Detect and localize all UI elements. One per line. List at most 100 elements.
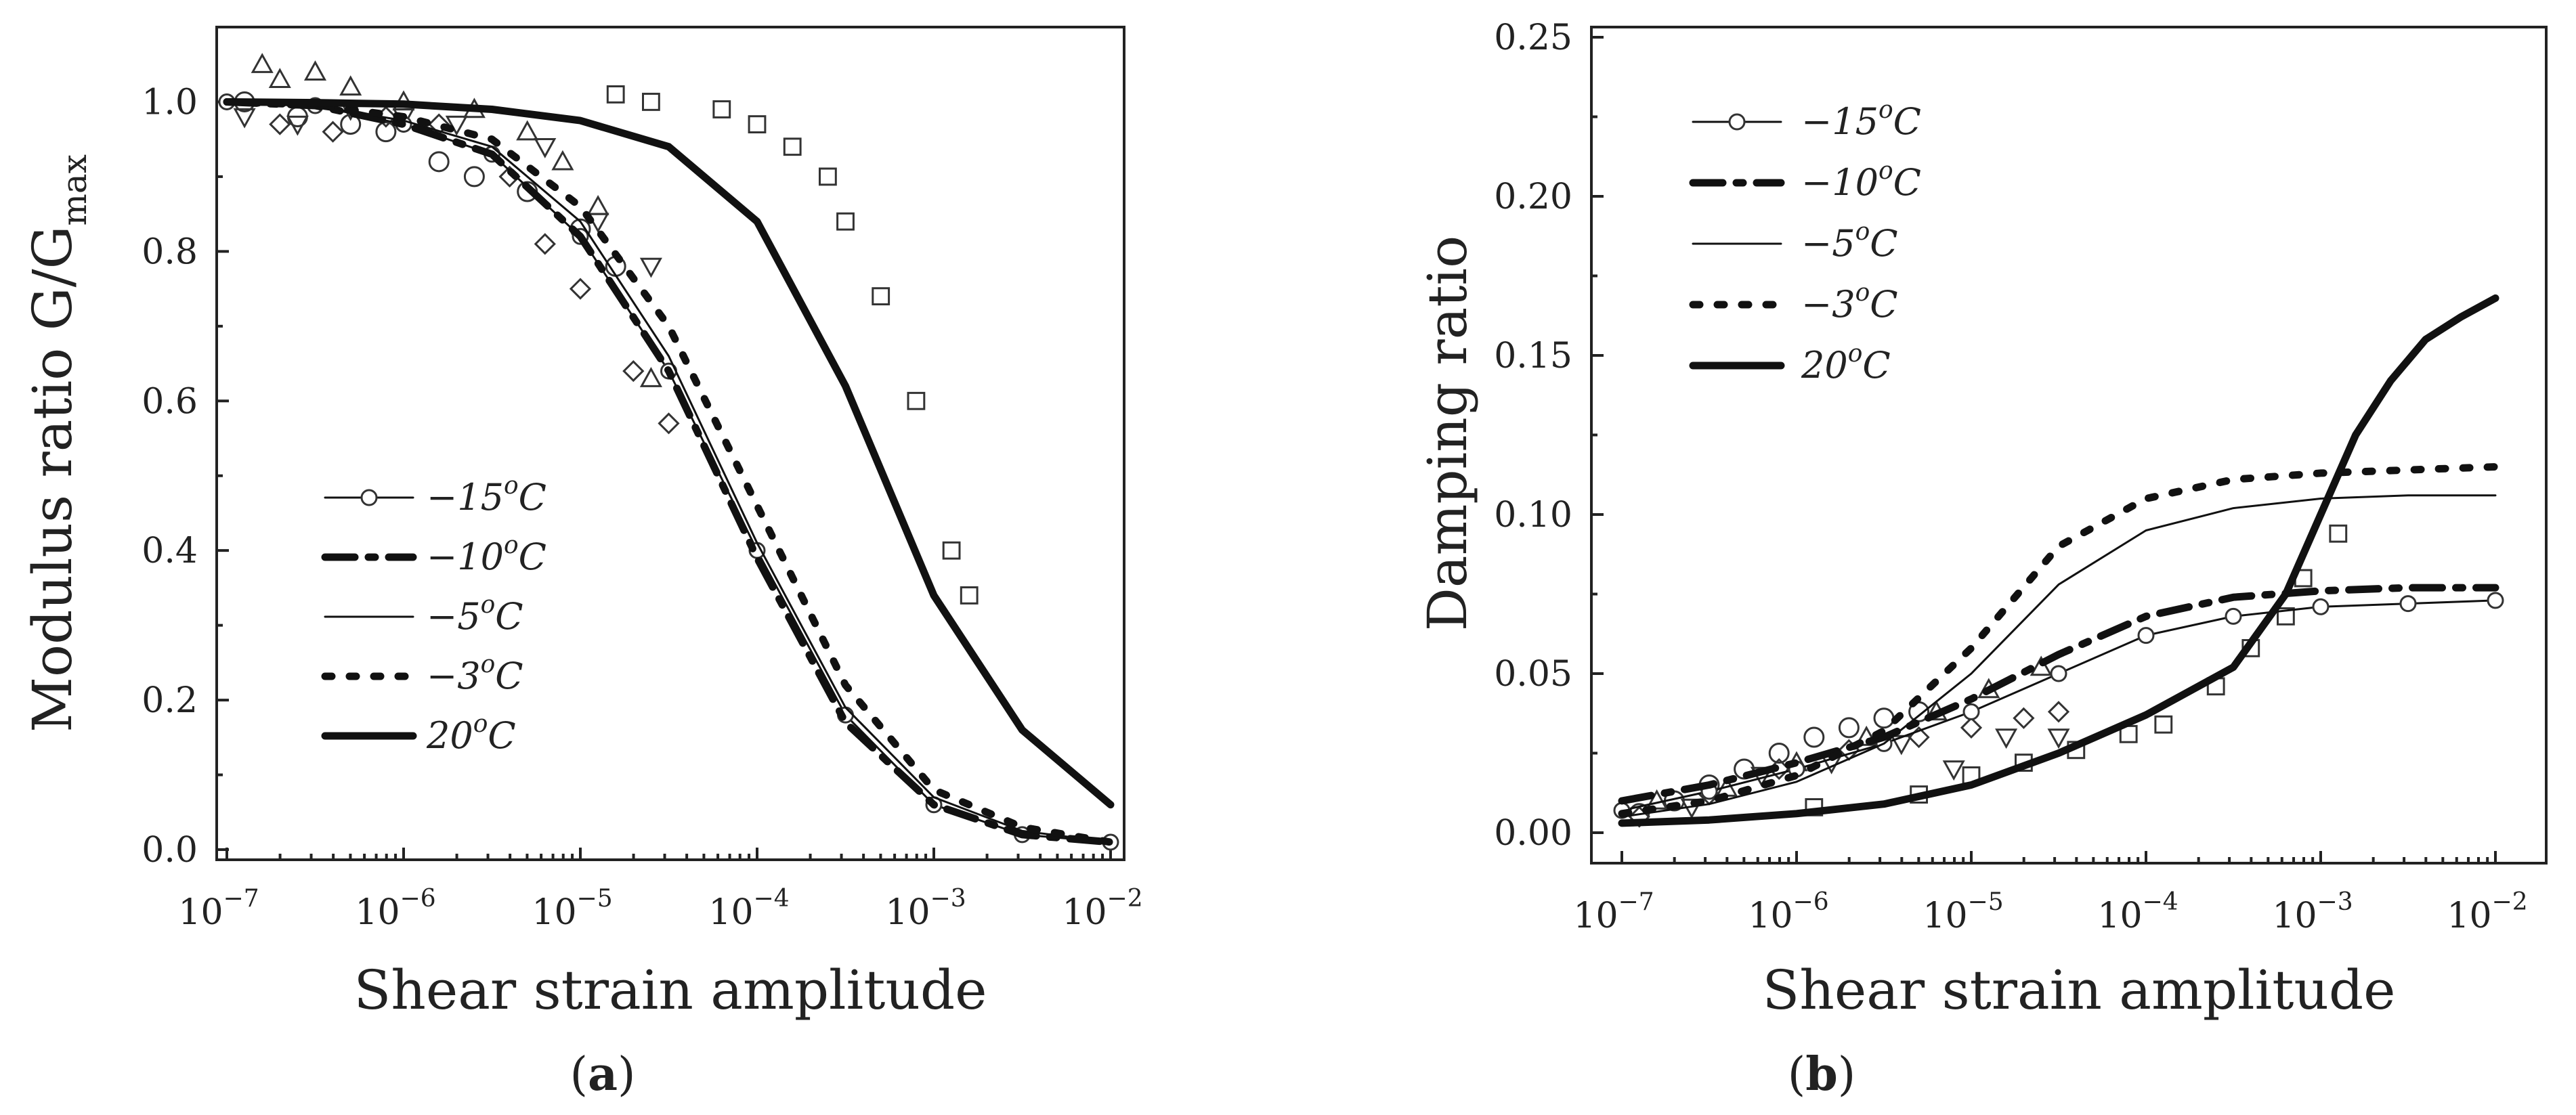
legend-label-unit: C — [495, 595, 523, 638]
panel-b-legend-label-3: −3oC — [1801, 279, 1898, 326]
legend-label-degree: o — [481, 651, 496, 678]
legend-label-value: −10 — [1801, 161, 1879, 204]
panel-a-scatter-circle-point — [463, 166, 485, 188]
tick-base: 10 — [708, 892, 753, 933]
panel-a-scatter-square-point — [642, 93, 660, 111]
panel-a-y-tick-label: 1.0 — [142, 82, 198, 123]
legend-label-degree: o — [1855, 279, 1870, 307]
tick-exponent: −3 — [930, 885, 966, 913]
panel-b-scatter-triangle-point — [2030, 655, 2053, 676]
legend-label-degree: o — [1879, 157, 1893, 185]
panel-a-x-tick-label: 10−4 — [708, 885, 789, 933]
tick-exponent: −7 — [223, 885, 259, 913]
panel-a-legend-label-4: 20oC — [426, 710, 516, 757]
panel-a-scatter-diamond-point — [322, 121, 344, 143]
panel-b-x-tick-label: 10−5 — [1923, 888, 2003, 936]
tick-exponent: −2 — [2492, 888, 2528, 916]
panel-a-scatter-inverted-triangle-point — [233, 108, 256, 129]
panel-a-scatter-diamond-point — [569, 278, 592, 300]
panel-b-y-tick-label: 0.05 — [1494, 654, 1572, 695]
tick-base: 10 — [1573, 896, 1618, 936]
panel-a-y-tick-label: 0.8 — [142, 232, 198, 272]
panel-b-scatter-triangle-point — [1646, 789, 1669, 810]
panel-b-scatter-inverted-triangle-point — [2047, 728, 2070, 749]
panel-a-scatter-square-point — [872, 287, 890, 306]
legend-label-unit: C — [495, 655, 523, 697]
panel-a-scatter-circle-point — [375, 121, 397, 143]
tick-base: 10 — [1923, 896, 1967, 936]
panel-b-scatter-circle-point — [1803, 726, 1825, 748]
panel-a-legend-marker-0 — [360, 489, 378, 506]
tick-base: 10 — [2272, 896, 2317, 936]
tick-exponent: −7 — [1618, 888, 1654, 916]
legend-label-value: 20 — [1801, 344, 1848, 387]
panel-b-scatter-diamond-point — [1960, 716, 1983, 739]
legend-label-degree: o — [473, 710, 488, 738]
panel-b-scatter-diamond-point — [2013, 707, 2035, 729]
panel-b-legend-label-0: −15oC — [1801, 96, 1921, 143]
tick-base: 10 — [1748, 896, 1793, 936]
tick-exponent: −6 — [400, 885, 436, 913]
panel-b-y-axis-title: Damping ratio — [1416, 236, 1479, 632]
panel-b-scatter-circle-point — [1873, 707, 1895, 729]
tick-base: 10 — [532, 892, 576, 933]
panel-a-scatter-diamond-point — [622, 359, 645, 382]
panel-a-x-tick-label: 10−2 — [1062, 885, 1142, 933]
panel-b-series-line-4 — [1618, 294, 2499, 827]
panel-b-label-letter: b — [1805, 1047, 1838, 1101]
panel-a-plot-frame — [215, 26, 1125, 861]
panel-a-scatter-triangle-point — [251, 53, 274, 73]
panel-a-scatter-triangle-point — [303, 60, 327, 81]
legend-label-value: 20 — [426, 714, 473, 757]
legend-label-value: −3 — [427, 655, 481, 697]
panel-b-x-tick-label: 10−2 — [2447, 888, 2527, 936]
panel-b-scatter-square-point — [2329, 524, 2348, 543]
tick-exponent: −6 — [1793, 888, 1829, 916]
panel-a-scatter-triangle-point — [551, 150, 574, 171]
panel-b-y-tick-label: 0.00 — [1494, 813, 1572, 854]
panel-a-y-axis-title-main: Modulus ratio G/G — [21, 225, 84, 732]
legend-label-degree: o — [1855, 218, 1870, 246]
panel-a-x-tick-label: 10−3 — [885, 885, 966, 933]
tick-exponent: −3 — [2317, 888, 2353, 916]
panel-a-scatter-inverted-triangle-point — [639, 257, 662, 278]
legend-label-unit: C — [519, 535, 546, 578]
legend-label-value: −3 — [1801, 283, 1855, 326]
legend-label-unit: C — [1893, 161, 1921, 204]
panel-a-scatter-triangle-point — [268, 68, 291, 89]
panel-a-scatter-triangle-point — [639, 367, 662, 387]
legend-label-degree: o — [504, 472, 519, 500]
panel-a-series-line-1 — [223, 98, 1115, 846]
panel-b-scatter-diamond-point — [2047, 701, 2070, 723]
panel-b-series-0-point — [1962, 703, 1980, 720]
panel-a-scatter-triangle-point — [516, 120, 539, 141]
panel-a-scatter-inverted-triangle-point — [286, 115, 309, 136]
legend-label-degree: o — [481, 591, 496, 619]
panel-a-series-line-2 — [226, 101, 1112, 844]
panel-a-legend-label-0: −15oC — [427, 472, 546, 519]
legend-label-value: −15 — [427, 476, 504, 519]
panel-b-scatter-triangle-point — [1855, 725, 1878, 746]
panel-b-scatter-circle-point — [1768, 743, 1790, 764]
tick-base: 10 — [2447, 896, 2491, 936]
panel-b-legend-label-2: −5oC — [1801, 218, 1898, 265]
panel-b-damping-chart: 10−7 10−6 10−5 10−4 10−3 10−2 0.000.050.100.1… — [1416, 18, 2548, 1101]
panel-b-scatter-circle-point — [1838, 717, 1860, 739]
panel-b-legend-marker-0 — [1728, 113, 1746, 131]
legend-label-value: −15 — [1801, 100, 1879, 143]
panel-a-scatter-square-point — [783, 137, 802, 156]
panel-a-series-line-0 — [226, 101, 1112, 844]
panel-b-y-tick-label: 0.25 — [1494, 18, 1572, 58]
panel-b-x-tick-label: 10−4 — [2097, 888, 2178, 936]
panel-a-label: (a) — [570, 1047, 635, 1101]
panel-b-y-tick-label: 0.15 — [1494, 336, 1572, 376]
panel-b-series-0-point — [2050, 665, 2067, 682]
legend-label-value: −5 — [1801, 222, 1855, 265]
legend-label-degree: o — [1848, 340, 1863, 368]
tick-exponent: −5 — [1968, 888, 2004, 916]
panel-a-scatter-diamond-point — [269, 113, 291, 135]
panel-a-scatter-triangle-point — [339, 75, 362, 96]
panel-b-y-tick-label: 0.20 — [1494, 177, 1572, 217]
panel-b-series-line-1 — [1618, 584, 2499, 805]
